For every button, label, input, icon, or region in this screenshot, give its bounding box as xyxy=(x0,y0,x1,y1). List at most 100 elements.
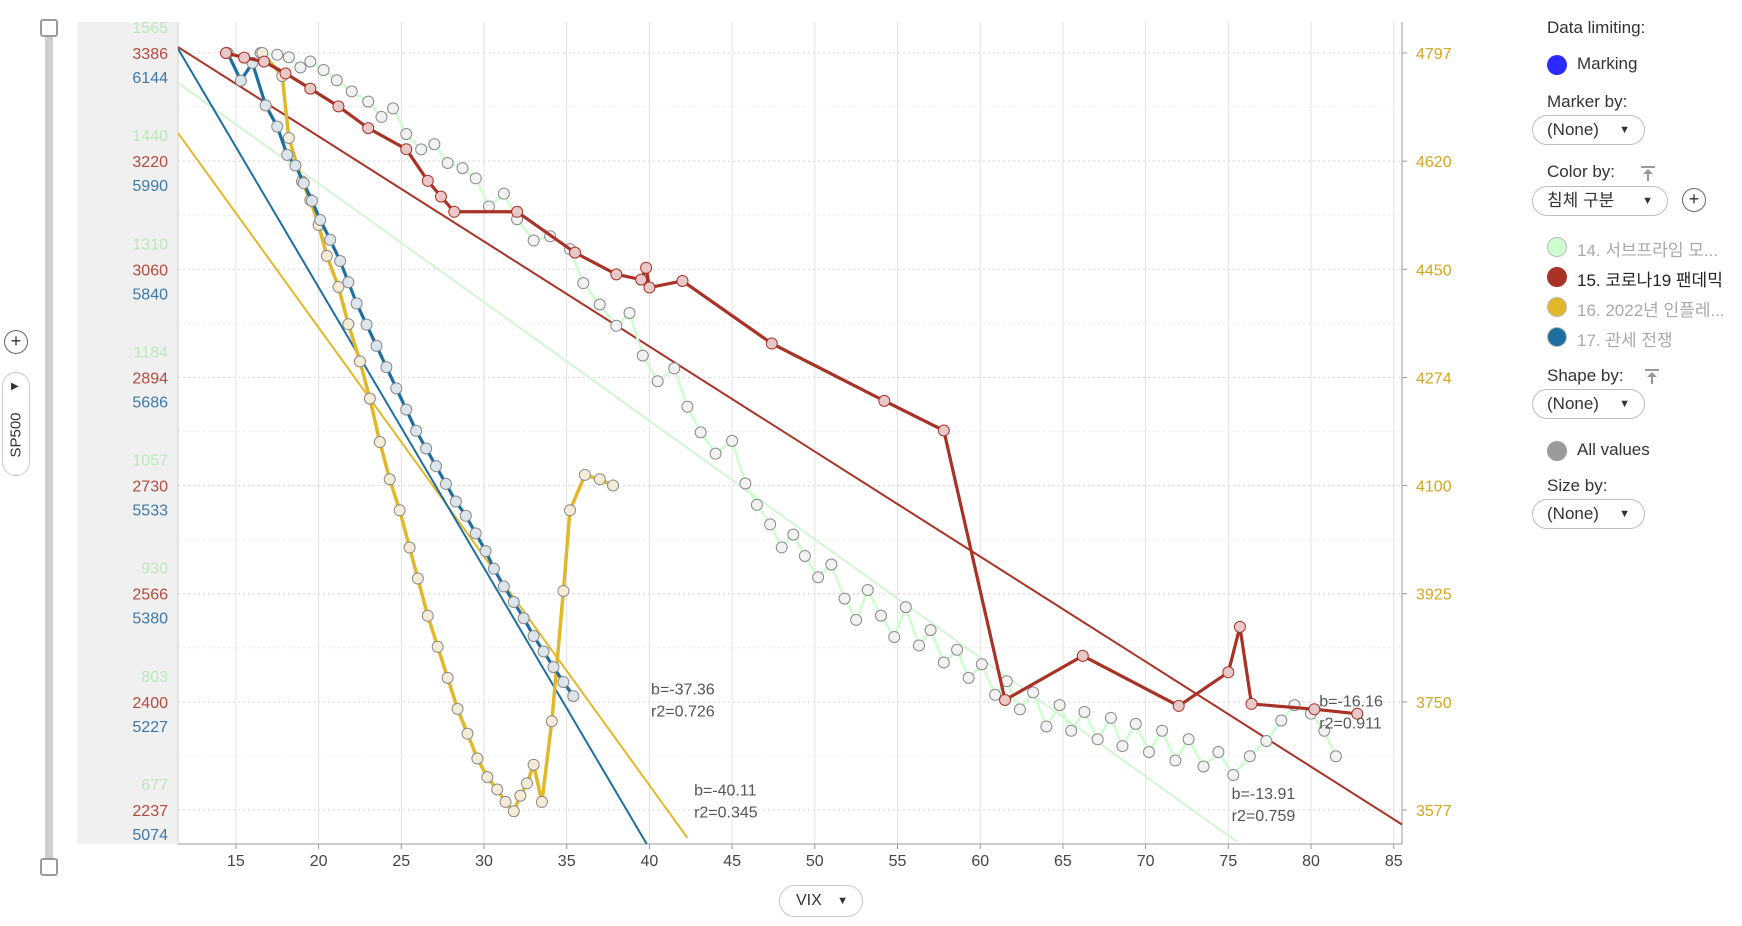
data-point xyxy=(511,205,524,218)
shape-by-value: (None) xyxy=(1547,394,1599,413)
data-point xyxy=(798,549,811,562)
x-axis-selector[interactable]: VIX ▼ xyxy=(779,885,863,917)
data-point xyxy=(282,132,295,145)
data-point xyxy=(861,584,874,597)
add-color-button[interactable]: + xyxy=(1682,188,1706,212)
size-by-dropdown[interactable]: (None) ▼ xyxy=(1532,499,1645,529)
data-point xyxy=(787,528,800,541)
data-point xyxy=(962,671,975,684)
y-tick-label: 5380 xyxy=(132,611,168,628)
data-point xyxy=(775,541,788,554)
right-y-tick-label: 4797 xyxy=(1416,46,1452,63)
data-point xyxy=(393,504,406,517)
data-point xyxy=(234,74,247,87)
data-point xyxy=(370,339,383,352)
x-tick-label: 50 xyxy=(806,853,824,870)
y-tick-label: 6144 xyxy=(132,70,168,87)
legend-series-label: 16. 2022년 인플레... xyxy=(1577,301,1725,318)
trend-line xyxy=(178,48,648,844)
y-tick-label: 1565 xyxy=(132,20,168,37)
marker-by-dropdown[interactable]: (None) ▼ xyxy=(1532,115,1645,145)
marker-by-title: Marker by: xyxy=(1547,92,1628,111)
data-point xyxy=(304,82,317,95)
marking-label: Marking xyxy=(1577,54,1638,73)
data-point xyxy=(421,174,434,187)
data-point xyxy=(1169,754,1182,767)
data-point xyxy=(577,277,590,290)
data-point xyxy=(1091,733,1104,746)
data-point xyxy=(607,479,620,492)
y-axis-selector[interactable]: ▶ SP500 xyxy=(2,372,30,476)
data-point xyxy=(537,645,550,658)
data-point xyxy=(937,424,950,437)
data-point xyxy=(258,55,271,68)
data-point xyxy=(514,789,527,802)
data-point xyxy=(636,349,649,362)
pin-icon[interactable] xyxy=(1640,165,1656,181)
data-point xyxy=(1076,649,1089,662)
data-point xyxy=(363,392,376,405)
data-point xyxy=(439,477,452,490)
data-point xyxy=(1243,750,1256,763)
data-point xyxy=(317,64,330,77)
caret-down-icon: ▼ xyxy=(1619,508,1630,520)
shape-by-dropdown[interactable]: (None) ▼ xyxy=(1532,389,1645,419)
legend-series-color-dot xyxy=(1547,297,1567,317)
legend-series-item[interactable]: 17. 관세 전쟁 xyxy=(1547,324,1742,348)
color-by-dropdown[interactable]: 침체 구분 ▼ xyxy=(1532,186,1668,216)
data-point xyxy=(289,159,302,172)
data-point xyxy=(643,281,656,294)
regression-annotation: b=-13.91 xyxy=(1232,786,1296,803)
data-point xyxy=(726,434,739,447)
legend-series-item[interactable]: 14. 서브프라임 모... xyxy=(1547,234,1742,258)
data-point xyxy=(471,752,484,765)
data-point xyxy=(383,473,396,486)
y-range-slider-track[interactable] xyxy=(45,28,53,866)
data-point xyxy=(535,795,548,808)
all-values-item[interactable]: All values xyxy=(1547,438,1742,462)
plus-icon: + xyxy=(10,331,22,351)
data-point xyxy=(521,777,534,790)
data-point xyxy=(676,274,689,287)
right-y-tick-label: 4274 xyxy=(1416,370,1452,387)
data-point xyxy=(623,307,636,320)
data-point xyxy=(517,612,530,625)
y-range-slider-top-handle[interactable] xyxy=(40,19,58,37)
data-point xyxy=(1078,705,1091,718)
data-point xyxy=(527,234,540,247)
legend-series-color-dot xyxy=(1547,327,1567,347)
legend-series-item[interactable]: 15. 코로나19 팬데믹 xyxy=(1547,264,1742,288)
y-tick-label: 2237 xyxy=(132,803,168,820)
trend-line xyxy=(178,46,1402,826)
legend-series-label: 14. 서브프라임 모... xyxy=(1577,241,1719,258)
y-tick-label: 5227 xyxy=(132,719,168,736)
data-point xyxy=(430,460,443,473)
data-point xyxy=(342,318,355,331)
data-point xyxy=(899,601,912,614)
data-point xyxy=(403,541,416,554)
data-point xyxy=(564,504,577,517)
data-point xyxy=(431,640,444,653)
data-point xyxy=(449,495,462,508)
y-axis-gutter xyxy=(77,22,178,844)
data-point xyxy=(324,233,337,246)
data-point xyxy=(635,273,648,286)
data-point xyxy=(1065,724,1078,737)
regression-annotation: r2=0.759 xyxy=(1232,808,1296,825)
data-point xyxy=(578,468,591,481)
data-point xyxy=(373,436,386,449)
data-point xyxy=(332,100,345,113)
x-tick-label: 65 xyxy=(1054,853,1072,870)
add-y-axis-button[interactable]: + xyxy=(4,330,28,354)
legend-series-item[interactable]: 16. 2022년 인플레... xyxy=(1547,294,1742,318)
data-point xyxy=(304,55,317,68)
y-axis-label: SP500 xyxy=(7,412,25,458)
y-range-slider-bottom-handle[interactable] xyxy=(40,858,58,876)
data-point xyxy=(342,276,355,289)
marking-item[interactable]: Marking xyxy=(1547,52,1742,76)
size-by-value: (None) xyxy=(1547,504,1599,523)
pin-icon[interactable] xyxy=(1644,368,1660,384)
data-point xyxy=(314,213,327,226)
data-point xyxy=(497,580,510,593)
